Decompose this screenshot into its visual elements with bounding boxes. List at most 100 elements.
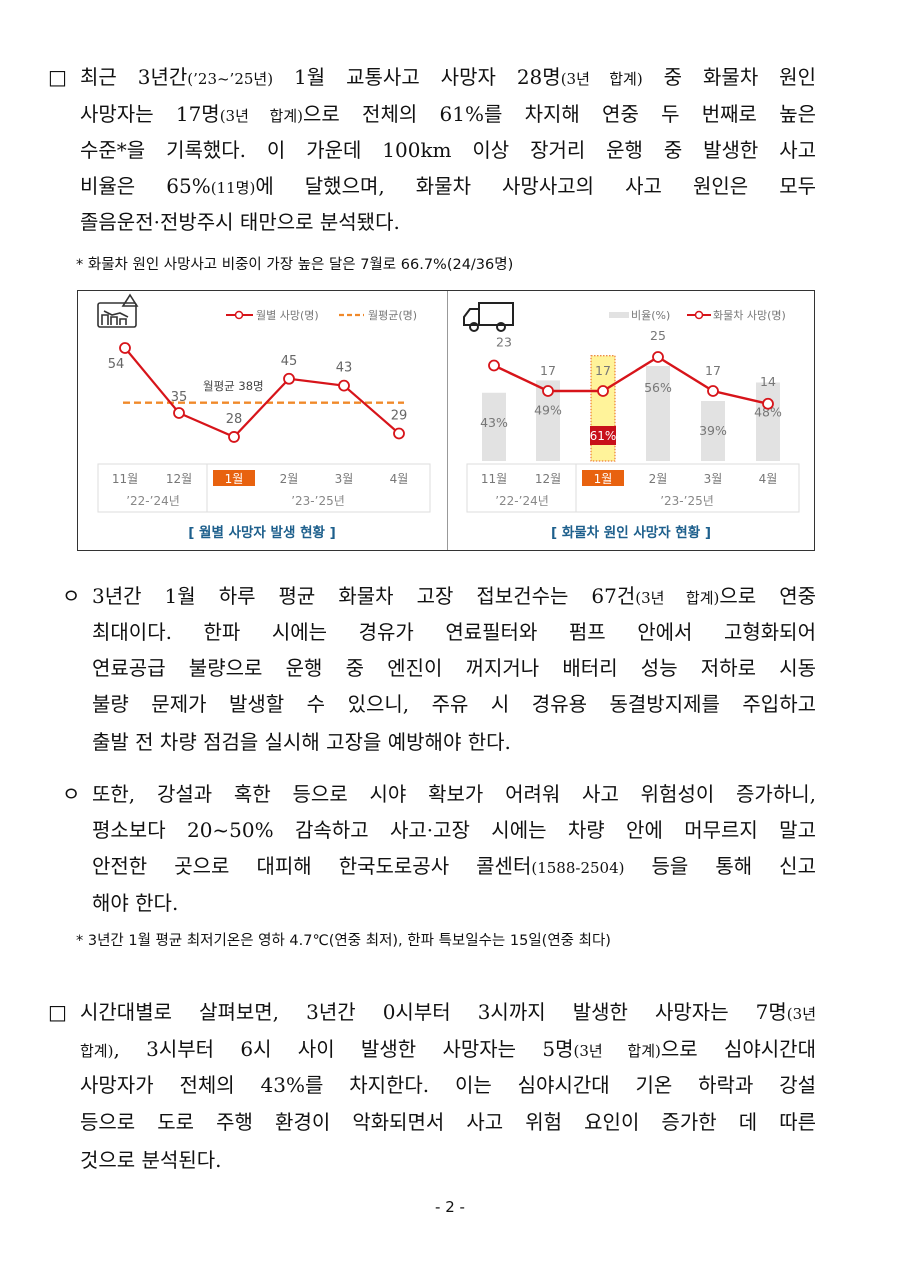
x-tick-label: 2월: [280, 472, 299, 486]
series-line: [493, 355, 769, 405]
footnote: * 3년간 1월 평균 최저기온은 영하 4.7℃(연중 최저), 한파 특보일…: [76, 933, 611, 949]
x-tick-label: 3월: [335, 472, 354, 486]
data-label: 25: [650, 328, 666, 343]
data-point: [707, 385, 719, 397]
text-run: 시간대별로 살펴보면, 3년간 0시부터 3시까지 발생한 사망자는 7명: [80, 1000, 787, 1024]
text-run: (3년 합계): [560, 70, 643, 88]
series-line: [124, 347, 400, 439]
text-run: 사망자가 전체의 43%를 차지한다. 이는 심야시간대 기온 하락과 강설: [80, 1073, 816, 1097]
group-label: ’22-’24년: [126, 494, 180, 508]
text-run: 비율은 65%: [80, 174, 211, 198]
text-run: 수준*을 기록했다. 이 가운데 100km 이상 장거리 운행 중 발생한 사…: [80, 138, 816, 162]
text-run: 등으로 도로 주행 환경이 악화되면서 사고 위험 요인이 증가한 데 따른: [80, 1110, 816, 1134]
data-label: 29: [391, 409, 408, 424]
circle-bullet-icon: ㅇ: [62, 584, 81, 608]
paragraph-line: 비율은 65%(11명)에 달했으며, 화물차 사망사고의 사고 원인은 모두: [80, 173, 816, 201]
text-run: 또한, 강설과 혹한 등으로 시야 확보가 어려워 사고 위험성이 증가하니,: [92, 782, 816, 806]
data-point: [228, 431, 240, 443]
data-point: [119, 342, 131, 354]
paragraph-line: 합계), 3시부터 6시 사이 발생한 사망자는 5명(3년 합계)으로 심야시…: [80, 1036, 816, 1064]
text-run: 최대이다. 한파 시에는 경유가 연료필터와 펌프 안에서 고형화되어: [92, 620, 816, 644]
x-tick-label: 11월: [112, 472, 138, 486]
bar: [756, 382, 780, 461]
paragraph-line: 최근 3년간(’23~’25년) 1월 교통사고 사망자 28명(3년 합계) …: [80, 64, 816, 92]
data-label: 54: [108, 357, 125, 372]
category-axis-box: [97, 463, 431, 513]
icon-part: [97, 302, 137, 328]
text-run: 등을 통해 신고: [624, 854, 816, 878]
paragraph-line: 것으로 분석된다.: [80, 1147, 222, 1173]
icon-part: [463, 302, 514, 326]
square-bullet-icon: □: [48, 1000, 67, 1024]
legend-bar-swatch: [609, 312, 629, 318]
paragraph-line: 안전한 곳으로 대피해 한국도로공사 콜센터(1588-2504) 등을 통해 …: [92, 853, 816, 881]
data-point: [338, 379, 350, 392]
text-run: 사망자는 17명: [80, 102, 220, 126]
average-label: 월평균 38명: [203, 379, 264, 393]
chart-caption: [ 월별 사망자 발생 현황 ]: [188, 524, 336, 541]
text-run: (’23~’25년): [187, 70, 274, 88]
paragraph-line: 등으로 도로 주행 환경이 악화되면서 사고 위험 요인이 증가한 데 따른: [80, 1109, 816, 1135]
data-point: [542, 385, 554, 397]
data-label: 17: [595, 363, 611, 378]
text-run: (3년 합계): [635, 589, 720, 607]
bar: [646, 366, 670, 461]
text-run: , 3시부터 6시 사이 발생한 사망자는 5명: [113, 1037, 574, 1061]
paragraph-line: 수준*을 기록했다. 이 가운데 100km 이상 장거리 운행 중 발생한 사…: [80, 137, 816, 163]
paragraph-line: 시간대별로 살펴보면, 3년간 0시부터 3시까지 발생한 사망자는 7명(3년: [80, 999, 816, 1027]
footnote: * 화물차 원인 사망사고 비중이 가장 높은 달은 7월로 66.7%(24/…: [76, 257, 514, 273]
x-tick-label: 1월: [225, 472, 244, 486]
text-run: 안전한 곳으로 대피해 한국도로공사 콜센터: [92, 854, 532, 878]
chart-caption: [ 화물차 원인 사망자 현황 ]: [551, 524, 711, 541]
text-run: (1588-2504): [531, 859, 625, 877]
truck-deaths-chart: 비율(%) 화물차 사망(명) 43% 49% 61% 56% 39% 48% 23 17 17 25…: [447, 291, 800, 550]
text-run: 1월 교통사고 사망자 28명: [273, 65, 561, 89]
text-run: 평소보다 20~50% 감속하고 사고·고장 시에는 차량 안에 머무르지 말고: [92, 818, 816, 842]
data-label: 17: [705, 363, 721, 378]
text-run: 에 달했으며, 화물차 사망사고의 사고 원인은 모두: [255, 174, 816, 198]
paragraph-line: 해야 한다.: [92, 890, 178, 916]
bar-label: 39%: [699, 423, 727, 438]
legend-label: 월평균(명): [368, 309, 417, 322]
text-run: 으로 전체의 61%를 차지해 연중 두 번째로 높은: [303, 102, 816, 126]
text-run: 불량 문제가 발생할 수 있으니, 주유 시 경유용 동결방지제를 주입하고: [92, 692, 816, 716]
group-label: ’22-’24년: [495, 494, 549, 508]
data-label: 14: [760, 374, 776, 389]
bar: [482, 392, 506, 461]
text-run: (11명): [210, 179, 256, 197]
group-label: ’23-’25년: [291, 494, 345, 508]
icon-part: [496, 322, 506, 332]
bar: [701, 401, 725, 461]
text-run: 으로 연중: [719, 584, 816, 608]
text-run: 중 화물차 원인: [642, 65, 816, 89]
paragraph-line: 사망자는 17명(3년 합계)으로 전체의 61%를 차지해 연중 두 번째로 …: [80, 101, 816, 129]
bar-label: 56%: [644, 380, 672, 395]
data-point: [488, 359, 500, 372]
circle-bullet-icon: ㅇ: [62, 782, 81, 806]
data-point: [393, 427, 405, 440]
paragraph-line: 연료공급 불량으로 운행 중 엔진이 꺼지거나 배터리 성능 저하로 시동: [92, 655, 816, 681]
data-point: [597, 385, 609, 397]
x-tick-label: 3월: [704, 472, 723, 486]
data-label: 45: [281, 354, 298, 369]
text-run: 최근 3년간: [80, 65, 188, 89]
legend-marker: [234, 310, 244, 320]
monthly-deaths-chart: 월별 사망(명) 월평균(명) 월평균 38명 54 35 28 45 43 29 11월 12월 1…: [97, 293, 431, 541]
text-run: 해야 한다.: [92, 891, 179, 915]
data-label: 28: [226, 412, 243, 427]
x-tick-label: 12월: [535, 472, 561, 486]
data-label: 17: [540, 363, 556, 378]
group-label: ’23-’25년: [660, 494, 714, 508]
page-number: - 2 -: [435, 1198, 465, 1216]
highlight-label-bg: [213, 470, 255, 486]
text-run: (3년: [786, 1005, 816, 1023]
bar-label-bg: [590, 426, 616, 445]
data-label: 43: [336, 361, 353, 376]
data-point: [652, 351, 664, 363]
x-tick-label: 4월: [390, 472, 409, 486]
text-run: 것으로 분석된다.: [80, 1148, 222, 1172]
truck-icon: [463, 302, 514, 332]
bar-label: 48%: [754, 404, 782, 419]
text-run: 합계): [80, 1042, 114, 1060]
text-run: (3년 합계): [573, 1042, 661, 1060]
